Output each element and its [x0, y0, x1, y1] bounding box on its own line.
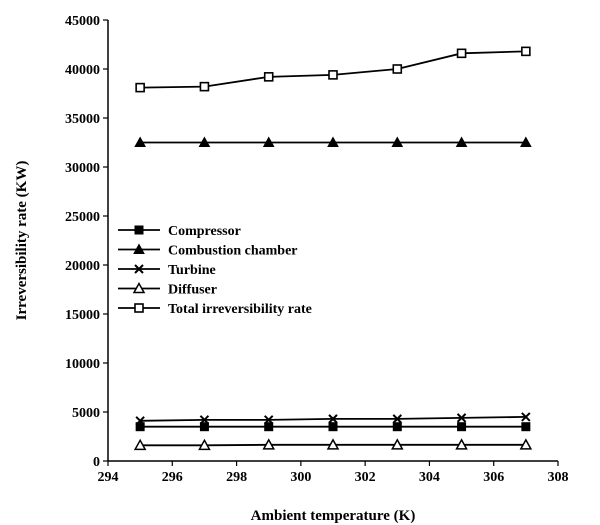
legend: Compressor Combustion chamber Turbine Diffu…	[118, 224, 312, 317]
data-point	[519, 438, 533, 450]
series-combustion-chamber	[134, 136, 532, 147]
data-point	[326, 438, 340, 450]
legend-label: Compressor	[168, 224, 241, 239]
series-diffuser	[133, 438, 533, 451]
data-point	[134, 303, 144, 313]
data-point	[456, 413, 467, 423]
data-point	[455, 438, 468, 450]
y-axis-title: Irreversibility rate (KW)	[14, 161, 30, 321]
data-point	[135, 416, 145, 426]
data-point	[456, 48, 467, 59]
legend-label: Turbine	[168, 263, 216, 278]
y-tick-label: 5000	[72, 406, 100, 421]
data-point	[392, 414, 402, 424]
data-point	[457, 422, 467, 432]
data-point	[134, 225, 144, 235]
data-point	[521, 46, 531, 57]
series-layer	[133, 46, 533, 451]
data-point	[134, 136, 146, 147]
data-point	[392, 422, 402, 432]
data-point	[328, 414, 338, 424]
x-tick-label: 300	[290, 470, 311, 485]
data-point	[520, 136, 532, 147]
x-tick-label: 306	[483, 470, 504, 485]
axes: 0 5000 10000 15000 20000 25000 30000 35000 40000…	[65, 14, 569, 485]
data-point	[392, 64, 403, 74]
y-tick-label: 25000	[65, 210, 100, 225]
data-point	[133, 438, 147, 451]
data-point	[262, 438, 275, 450]
data-point	[262, 136, 275, 147]
data-point	[199, 81, 210, 92]
y-tick-label: 45000	[65, 14, 100, 29]
data-point	[391, 136, 404, 147]
data-point	[327, 136, 339, 147]
y-tick-label: 35000	[65, 112, 100, 127]
y-tick-label: 10000	[65, 357, 100, 372]
series-turbine	[135, 412, 531, 426]
legend-item: Diffuser	[118, 281, 217, 298]
series-total-irreversibility-rate	[135, 46, 531, 93]
series-compressor	[135, 422, 531, 432]
data-point	[134, 264, 144, 274]
x-axis-title: Ambient temperature (K)	[251, 508, 416, 524]
data-point	[199, 415, 210, 425]
y-tick-label: 15000	[65, 308, 100, 323]
data-point	[391, 438, 404, 450]
y-tick-label: 40000	[65, 63, 100, 78]
x-tick-label: 302	[355, 470, 376, 485]
data-point	[132, 281, 146, 294]
data-point	[264, 422, 274, 432]
legend-item: Total irreversibility rate	[118, 302, 312, 317]
data-point	[135, 82, 145, 93]
data-point	[198, 136, 211, 147]
legend-item: Combustion chamber	[118, 243, 298, 259]
data-point	[521, 422, 531, 432]
data-point	[328, 70, 338, 80]
x-tick-label: 304	[419, 470, 440, 485]
legend-item: Compressor	[118, 224, 241, 239]
y-tick-label: 20000	[65, 259, 100, 274]
y-tick-label: 30000	[65, 161, 100, 176]
data-point	[198, 438, 211, 451]
data-point	[455, 136, 468, 147]
data-point	[264, 415, 274, 425]
legend-label: Diffuser	[168, 283, 217, 298]
legend-label: Combustion chamber	[168, 244, 298, 259]
x-tick-label: 294	[98, 470, 119, 485]
x-tick-label: 296	[162, 470, 183, 485]
data-point	[263, 72, 274, 82]
data-point	[521, 412, 531, 422]
legend-item: Turbine	[118, 263, 216, 278]
series-line	[140, 50, 526, 89]
x-tick-label: 308	[548, 470, 569, 485]
data-point	[199, 422, 209, 432]
x-tick-label: 298	[226, 470, 247, 485]
data-point	[328, 422, 338, 432]
legend-label: Total irreversibility rate	[168, 302, 312, 317]
y-tick-label: 0	[93, 455, 100, 470]
data-point	[133, 243, 145, 254]
data-point	[135, 422, 145, 432]
